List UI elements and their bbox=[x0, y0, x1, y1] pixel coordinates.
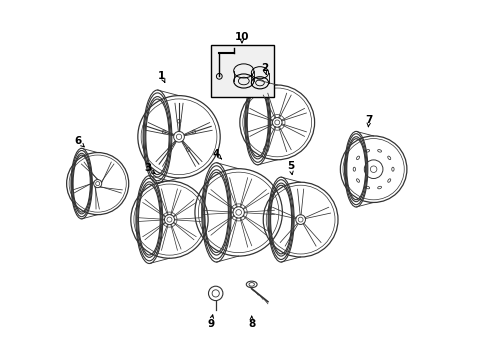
Text: 2: 2 bbox=[260, 63, 267, 73]
Text: 3: 3 bbox=[144, 163, 151, 174]
Bar bbox=[211, 45, 274, 97]
Text: 7: 7 bbox=[365, 114, 372, 125]
Text: 10: 10 bbox=[234, 32, 249, 42]
Text: 6: 6 bbox=[74, 136, 81, 146]
Text: 4: 4 bbox=[212, 149, 220, 159]
Text: 1: 1 bbox=[158, 71, 165, 81]
Text: 9: 9 bbox=[207, 319, 214, 329]
Text: 5: 5 bbox=[286, 161, 294, 171]
Text: 8: 8 bbox=[247, 319, 255, 329]
